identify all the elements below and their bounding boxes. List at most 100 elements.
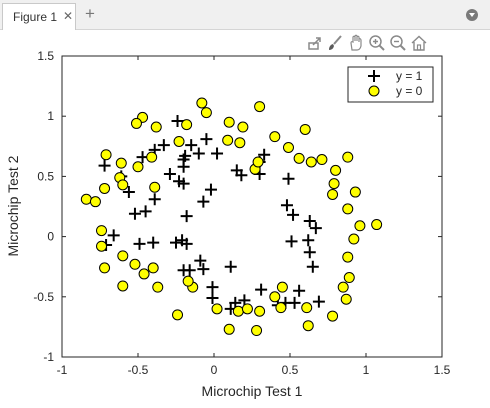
- legend-circle-marker: [368, 85, 380, 97]
- data-point-y0: [354, 220, 366, 232]
- data-point-y0: [343, 272, 355, 284]
- data-point-y0: [342, 251, 354, 263]
- data-point-y0: [337, 281, 349, 293]
- data-point-y0: [211, 303, 223, 315]
- home-icon[interactable]: [410, 34, 428, 52]
- data-point-y1: [302, 234, 315, 247]
- data-point-y0: [152, 281, 164, 293]
- data-point-y1: [306, 260, 319, 273]
- data-point-y0: [181, 119, 193, 131]
- data-point-y0: [173, 135, 185, 147]
- pan-icon[interactable]: [347, 34, 365, 52]
- data-point-y0: [115, 157, 127, 169]
- data-point-y1: [211, 147, 224, 160]
- data-point-y1: [255, 283, 268, 296]
- y-tick-label: -1: [43, 350, 54, 364]
- data-point-y0: [129, 258, 141, 270]
- data-point-y1: [170, 236, 182, 249]
- data-point-y0: [130, 117, 142, 129]
- data-point-y1: [194, 254, 207, 267]
- data-point-y0: [232, 305, 244, 317]
- data-point-y1: [148, 193, 161, 206]
- data-point-y0: [348, 233, 360, 245]
- x-tick-label: -1: [57, 363, 68, 377]
- data-point-y0: [241, 303, 253, 315]
- data-point-y0: [222, 134, 234, 146]
- data-point-y1: [177, 264, 190, 277]
- data-point-y0: [138, 268, 150, 280]
- data-point-y1: [282, 172, 295, 185]
- data-point-y1: [197, 195, 210, 208]
- data-point-y0: [223, 116, 235, 128]
- data-point-y0: [269, 131, 281, 143]
- data-point-y1: [206, 292, 219, 305]
- data-point-y0: [99, 182, 111, 194]
- data-point-y0: [200, 107, 212, 119]
- data-point-y0: [146, 151, 158, 163]
- data-point-y0: [316, 154, 328, 166]
- y-tick-label: 0: [47, 230, 54, 244]
- data-point-y0: [328, 178, 340, 190]
- data-point-y0: [269, 291, 281, 303]
- data-point-y0: [252, 156, 264, 168]
- data-point-y1: [192, 147, 205, 160]
- data-point-y1: [312, 295, 325, 308]
- data-point-y0: [302, 320, 314, 332]
- data-point-y1: [185, 139, 198, 152]
- x-tick-label: 1: [363, 363, 370, 377]
- y-axis-label: Microchip Test 2: [5, 155, 21, 256]
- data-point-y0: [251, 325, 263, 337]
- data-point-y0: [223, 323, 235, 335]
- data-point-y1: [157, 139, 170, 152]
- legend[interactable]: y = 1 y = 0: [347, 66, 434, 103]
- zoom-out-icon[interactable]: [389, 34, 407, 52]
- data-point-y1: [200, 133, 213, 146]
- legend-plus-marker: [368, 70, 380, 82]
- data-point-y1: [303, 214, 316, 227]
- data-point-y0: [100, 149, 112, 161]
- figure-tab-bar: Figure 1 ✕ +: [0, 0, 490, 30]
- x-tick-label: 1.5: [434, 363, 451, 377]
- data-point-y1: [287, 208, 300, 221]
- data-point-y0: [275, 302, 287, 314]
- zoom-in-icon[interactable]: [368, 34, 386, 52]
- data-point-y0: [327, 188, 339, 200]
- data-point-y1: [206, 281, 219, 294]
- legend-label-series-1: y = 1: [396, 69, 423, 83]
- y-tick-label: -0.5: [33, 290, 54, 304]
- brush-icon[interactable]: [326, 34, 344, 52]
- data-point-y0: [327, 310, 339, 322]
- data-point-y1: [258, 148, 271, 161]
- tab-figure-1[interactable]: Figure 1 ✕: [2, 3, 76, 30]
- data-point-y0: [147, 262, 159, 274]
- data-point-y0: [89, 196, 101, 208]
- data-point-y0: [371, 219, 383, 231]
- figure-menu-chevron-icon[interactable]: [466, 9, 478, 21]
- data-point-y0: [237, 121, 249, 133]
- data-point-y0: [330, 164, 342, 176]
- y-tick-label: 1: [47, 109, 54, 123]
- data-point-y0: [99, 262, 111, 274]
- data-point-y0: [96, 240, 108, 252]
- x-axis: -1 -0.5 0 0.5 1 1.5: [57, 56, 451, 377]
- y-tick-label: 1.5: [37, 49, 54, 63]
- legend-box: [347, 66, 434, 103]
- data-point-y0: [254, 101, 266, 113]
- data-point-y1: [309, 222, 322, 235]
- data-point-y0: [301, 302, 313, 314]
- export-icon[interactable]: [306, 34, 324, 52]
- data-point-y0: [254, 305, 266, 317]
- add-tab-icon[interactable]: +: [85, 4, 95, 23]
- x-tick-label: 0.5: [282, 363, 299, 377]
- data-point-y1: [204, 183, 217, 196]
- data-point-y0: [117, 280, 129, 292]
- data-point-y0: [234, 137, 246, 149]
- data-point-y0: [342, 203, 354, 215]
- data-point-y1: [98, 159, 111, 172]
- close-tab-icon[interactable]: ✕: [63, 9, 74, 23]
- data-point-y1: [293, 284, 306, 297]
- data-point-y1: [180, 210, 193, 223]
- data-point-y0: [117, 250, 129, 262]
- data-point-y1: [285, 235, 298, 248]
- data-point-y1: [224, 260, 237, 273]
